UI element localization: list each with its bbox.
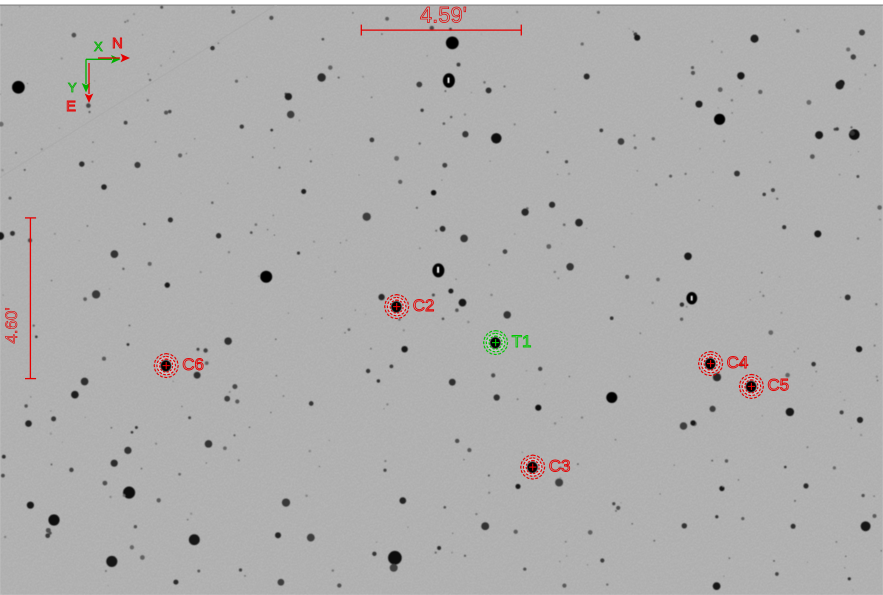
- svg-text:E: E: [66, 98, 76, 115]
- svg-text:C4: C4: [727, 353, 749, 372]
- svg-text:C5: C5: [767, 376, 789, 395]
- svg-text:C3: C3: [549, 456, 571, 475]
- svg-text:4.59': 4.59': [420, 3, 467, 28]
- svg-text:X: X: [94, 39, 103, 54]
- svg-text:C2: C2: [413, 296, 435, 315]
- svg-text:T1: T1: [512, 332, 532, 351]
- svg-text:C6: C6: [182, 355, 204, 374]
- svg-text:Y: Y: [68, 80, 77, 95]
- svg-text:4.60': 4.60': [2, 307, 21, 343]
- svg-text:N: N: [112, 35, 123, 52]
